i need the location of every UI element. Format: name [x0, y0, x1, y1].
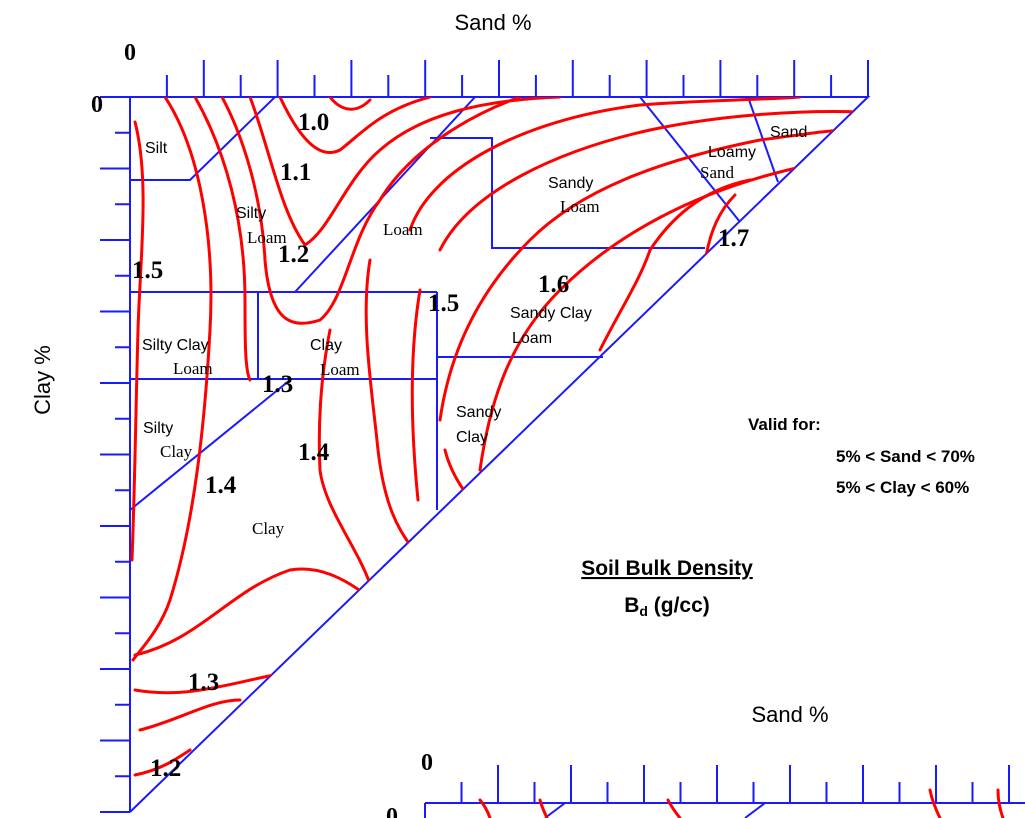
- region-label: Silty Clay: [142, 337, 209, 354]
- unit: (g/cc): [648, 594, 710, 617]
- note-heading: Valid for:: [748, 415, 821, 434]
- inset: [424, 765, 1025, 818]
- left-axis-zero: 0: [91, 92, 103, 118]
- contour-label: 1.7: [718, 225, 749, 252]
- region-label: Sandy: [456, 404, 501, 421]
- region-label: Clay: [310, 337, 342, 354]
- inset-left-zero: 0: [386, 804, 398, 818]
- inset-top-axis-label: Sand %: [751, 702, 828, 727]
- contour-label: 1.5: [132, 257, 163, 284]
- contour-label: 1.1: [280, 159, 311, 186]
- top-axis-zero: 0: [124, 40, 136, 66]
- contour-labels: 1.0 1.1 1.2 1.5 1.5 1.6 1.7 1.3 1.4 1.4 …: [132, 109, 749, 782]
- symbol: B: [624, 594, 639, 617]
- contour-label: 1.3: [188, 669, 219, 696]
- region-label: Sand: [700, 163, 735, 182]
- ticks: [100, 60, 869, 813]
- triangle: [129, 96, 871, 813]
- region-label: Loamy: [708, 144, 756, 161]
- region-label: Loam: [247, 228, 287, 247]
- region-label: Loam: [560, 197, 600, 216]
- region-label: Silty: [143, 420, 173, 437]
- contour-label: 1.0: [298, 109, 329, 136]
- region-label: Clay: [160, 442, 193, 461]
- inset-top-zero: 0: [421, 750, 433, 776]
- contour-label: 1.5: [428, 290, 459, 317]
- contour-label: 1.4: [298, 439, 330, 466]
- region-label: Silt: [145, 140, 168, 157]
- region-labels: Silt Silty Loam Loam Sandy Loam Loamy Sa…: [142, 124, 807, 538]
- region-label: Loam: [320, 360, 360, 379]
- region-label: Clay: [252, 519, 285, 538]
- contour-label: 1.3: [262, 371, 293, 398]
- region-label: Sand: [770, 124, 807, 141]
- left-axis-label: Clay %: [30, 345, 55, 415]
- region-label: Sandy: [548, 175, 593, 192]
- region-label: Clay: [456, 429, 488, 446]
- contour-label: 1.4: [205, 472, 237, 499]
- title: Soil Bulk Density: [581, 557, 753, 580]
- contour-label: 1.6: [538, 271, 569, 298]
- region-label: Silty: [236, 205, 266, 222]
- note-line: 5% < Sand < 70%: [836, 447, 975, 466]
- contour-label: 1.2: [278, 241, 309, 268]
- contours: [130, 97, 862, 777]
- region-label: Loam: [512, 330, 552, 347]
- subtitle: Bd (g/cc): [624, 594, 710, 619]
- region-label: Sandy Clay: [510, 305, 592, 322]
- region-label: Loam: [383, 220, 423, 239]
- top-axis-label: Sand %: [454, 10, 531, 35]
- region-label: Loam: [173, 359, 213, 378]
- note-line: 5% < Clay < 60%: [836, 478, 969, 497]
- subscript: d: [639, 603, 648, 619]
- contour-label: 1.2: [150, 755, 181, 782]
